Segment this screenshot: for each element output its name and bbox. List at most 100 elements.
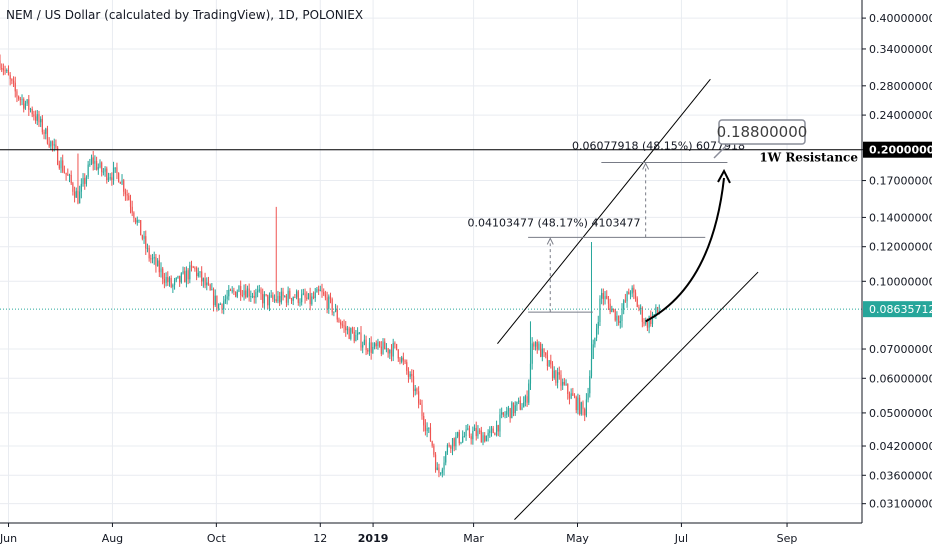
candle-body bbox=[33, 114, 35, 117]
candle-body bbox=[270, 295, 272, 297]
candle-body bbox=[538, 343, 540, 350]
candle-body bbox=[589, 376, 591, 394]
candle-body bbox=[102, 171, 104, 173]
candle-body bbox=[123, 180, 125, 192]
candle-body bbox=[468, 428, 471, 437]
candle-body bbox=[172, 285, 174, 287]
candle-body bbox=[70, 174, 72, 184]
candle-body bbox=[394, 343, 396, 345]
candle-body bbox=[485, 436, 488, 442]
price-tick-label: 0.14000000 bbox=[869, 211, 932, 224]
candle-body bbox=[334, 309, 337, 312]
candle-body bbox=[104, 168, 106, 172]
candle-body bbox=[301, 294, 303, 303]
candle-body bbox=[416, 388, 418, 392]
candle-body bbox=[223, 301, 225, 310]
candle-body bbox=[501, 412, 503, 415]
candle-body bbox=[428, 427, 430, 429]
candle-body bbox=[418, 391, 420, 404]
candle-body bbox=[511, 402, 513, 419]
candle-body bbox=[382, 341, 384, 354]
candle-body bbox=[543, 348, 545, 353]
candle-body bbox=[192, 266, 194, 268]
candle-body bbox=[441, 469, 443, 473]
candle-body bbox=[185, 270, 188, 283]
candle-body bbox=[43, 132, 45, 134]
candle-body bbox=[446, 445, 449, 452]
candle-body bbox=[145, 236, 147, 249]
candle-body bbox=[202, 278, 204, 282]
candle-body bbox=[36, 114, 38, 121]
candle-body bbox=[107, 177, 110, 181]
candle-body bbox=[48, 143, 50, 147]
candle-body bbox=[18, 96, 20, 99]
candle-body bbox=[467, 428, 469, 430]
candle-body bbox=[326, 297, 328, 309]
candle-body bbox=[85, 176, 88, 184]
price-tick-label: 0.10000000 bbox=[869, 275, 932, 288]
candle-body bbox=[138, 220, 140, 222]
candle-body bbox=[579, 397, 581, 415]
candle-body bbox=[653, 314, 655, 316]
candle-body bbox=[401, 357, 403, 362]
time-axis[interactable]: Jun Aug Oct 12 2019 Mar May Jul Sep bbox=[0, 523, 797, 545]
candle-body bbox=[475, 427, 477, 437]
candle-body bbox=[479, 430, 481, 432]
price-tick-label: 0.34000000 bbox=[869, 43, 932, 56]
candle-body bbox=[9, 75, 11, 80]
candle-body bbox=[499, 414, 501, 432]
candle-body bbox=[228, 289, 230, 297]
candle-body bbox=[324, 294, 326, 298]
candle-body bbox=[438, 467, 440, 473]
candle-body bbox=[170, 278, 172, 287]
candle-body bbox=[218, 304, 220, 309]
candle-body bbox=[328, 296, 330, 309]
candle-body bbox=[180, 273, 182, 283]
candle-body bbox=[492, 428, 494, 434]
candle-body bbox=[168, 278, 171, 283]
candle-body bbox=[463, 436, 465, 438]
candle-body bbox=[179, 275, 181, 283]
candle-body bbox=[190, 265, 193, 267]
candle-body bbox=[207, 282, 210, 285]
candle-body bbox=[348, 328, 350, 339]
candle-body bbox=[84, 178, 86, 184]
candle-body bbox=[595, 328, 598, 338]
candle-body bbox=[457, 432, 459, 437]
candle-body bbox=[621, 309, 623, 321]
candle-body bbox=[236, 291, 238, 297]
candle-body bbox=[484, 435, 486, 442]
candle-body bbox=[19, 98, 21, 100]
candle-body bbox=[592, 344, 594, 360]
candle-body bbox=[402, 357, 404, 361]
candle-body bbox=[40, 118, 42, 123]
candle-body bbox=[87, 164, 89, 177]
channel-lower-line bbox=[514, 271, 759, 520]
candle-body bbox=[631, 287, 633, 294]
candle-body bbox=[292, 297, 294, 301]
candle-body bbox=[282, 291, 284, 297]
projection-arrow bbox=[645, 177, 726, 323]
candle-body bbox=[338, 319, 340, 323]
candle-body bbox=[229, 289, 232, 291]
candle-body bbox=[414, 388, 416, 392]
candle-body bbox=[23, 99, 25, 109]
candle-body bbox=[440, 472, 442, 474]
candle-body bbox=[209, 284, 211, 290]
candle-body bbox=[373, 343, 376, 348]
candle-body bbox=[540, 343, 542, 357]
price-tick-label: 0.40000000 bbox=[869, 12, 932, 25]
price-axis[interactable]: 0.40000000 0.34000000 0.28000000 0.24000000… bbox=[862, 12, 932, 511]
candle-body bbox=[597, 322, 599, 329]
candle-body bbox=[368, 342, 371, 352]
candle-body bbox=[658, 310, 660, 312]
candle-body bbox=[531, 343, 533, 364]
candle-body bbox=[287, 290, 289, 303]
candle-body bbox=[431, 441, 433, 446]
candle-body bbox=[311, 296, 313, 305]
candle-body bbox=[555, 370, 557, 383]
candle-body bbox=[507, 408, 510, 412]
candle-body bbox=[321, 290, 323, 293]
